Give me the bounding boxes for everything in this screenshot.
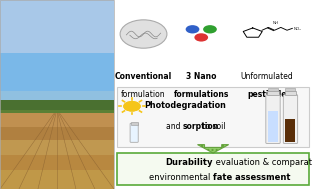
Text: formulations: formulations [173,90,229,99]
FancyBboxPatch shape [283,95,298,143]
Bar [0,140,114,155]
Circle shape [203,25,217,33]
Circle shape [194,33,208,42]
Bar [267,91,279,95]
Bar [0,91,114,104]
Text: evaluation & comparative: evaluation & comparative [213,158,312,167]
Text: and: and [166,122,183,131]
FancyBboxPatch shape [266,95,280,143]
Bar [268,88,278,91]
Text: Conventional: Conventional [115,72,172,81]
Bar [0,127,114,140]
Circle shape [120,20,167,48]
Bar [114,0,312,189]
Bar [0,53,114,94]
Bar [0,155,114,170]
Text: pesticide: pesticide [247,90,286,99]
Text: sorption: sorption [183,122,219,131]
Circle shape [123,101,141,112]
FancyBboxPatch shape [130,123,138,142]
Bar [285,88,295,91]
Bar [285,119,295,142]
Bar [285,91,296,95]
Bar [0,53,114,76]
Bar [0,0,114,53]
Text: Unformulated: Unformulated [240,72,293,81]
Bar [0,110,114,117]
Text: fate assessment: fate assessment [213,173,290,182]
Bar [268,112,278,142]
Bar [0,76,114,85]
Text: formulation: formulation [121,90,166,99]
Circle shape [123,101,141,112]
Circle shape [186,25,199,33]
Text: NO₂: NO₂ [293,27,301,31]
Bar [0,0,114,189]
Text: Durability: Durability [165,158,213,167]
Text: Photodegradation: Photodegradation [145,101,227,110]
Bar [0,113,114,127]
Text: NH: NH [272,21,278,25]
Bar [0,100,114,112]
Bar [131,122,138,125]
FancyBboxPatch shape [117,153,309,185]
Text: 3 Nano: 3 Nano [186,72,217,81]
FancyBboxPatch shape [117,87,309,147]
Text: environmental: environmental [149,173,213,182]
Bar [0,170,114,189]
Polygon shape [197,145,229,153]
Text: to soil: to soil [200,122,226,131]
